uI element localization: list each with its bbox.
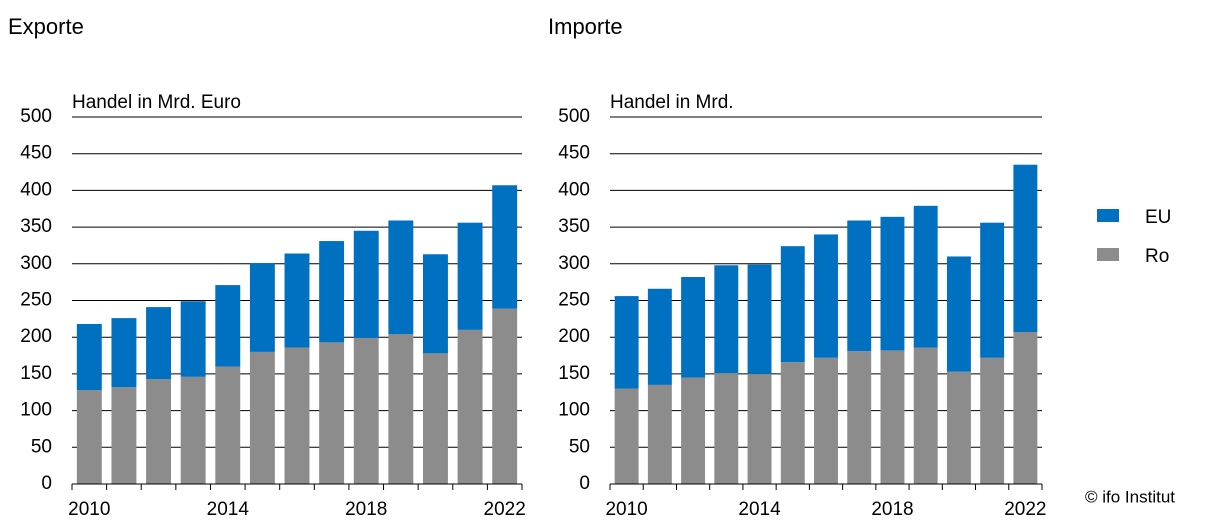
- bar-segment: [319, 342, 345, 484]
- bar-segment: [353, 337, 379, 484]
- x-tick-label: 2014: [738, 499, 781, 520]
- bar-segment: [714, 265, 739, 374]
- bar-segment: [423, 254, 448, 354]
- bar-segment: [284, 347, 310, 484]
- bar-segment: [457, 329, 483, 484]
- x-tick-label: 2010: [605, 499, 647, 520]
- bar-segment: [215, 366, 241, 484]
- bar-segment: [423, 353, 448, 484]
- bar-segment: [111, 387, 137, 484]
- bar-segment: [284, 253, 310, 348]
- y-tick-label: 400: [558, 179, 590, 200]
- y-tick-label: 200: [558, 326, 590, 347]
- bar-segment: [353, 230, 379, 338]
- bar-segment: [1013, 164, 1038, 333]
- y-tick-label: 500: [20, 106, 52, 127]
- y-tick-label: 50: [31, 436, 52, 457]
- bar-segment: [319, 241, 345, 343]
- y-tick-label: 200: [20, 326, 52, 347]
- y-tick-label: 250: [20, 290, 52, 311]
- bar-segment: [814, 357, 838, 484]
- bar-segment: [647, 384, 672, 484]
- bar-segment: [847, 351, 872, 484]
- bar-segment: [681, 377, 706, 484]
- y-tick-label: 500: [558, 106, 590, 127]
- bar-segment: [388, 220, 414, 335]
- bar-segment: [111, 318, 137, 388]
- x-tick-label: 2014: [207, 499, 250, 520]
- bar-segment: [847, 220, 872, 352]
- y-tick-label: 100: [558, 400, 590, 421]
- bar-segment: [492, 185, 518, 309]
- y-tick-label: 100: [20, 400, 52, 421]
- y-tick-label: 300: [20, 253, 52, 274]
- y-tick-label: 300: [558, 253, 590, 274]
- bar-segment: [249, 351, 275, 484]
- chart-title: Exporte: [8, 14, 84, 39]
- bar-segment: [814, 234, 838, 358]
- x-tick-label: 2022: [484, 499, 526, 520]
- y-tick-label: 150: [558, 363, 590, 384]
- bar-segment: [681, 277, 706, 378]
- bar-segment: [76, 323, 102, 391]
- bar-segment: [747, 264, 772, 374]
- y-tick-label: 450: [558, 143, 590, 164]
- bar-segment: [913, 347, 938, 484]
- bar-segment: [492, 308, 518, 484]
- bar-segment: [180, 376, 206, 484]
- y-tick-label: 350: [558, 216, 590, 237]
- bar-segment: [457, 222, 483, 330]
- legend-swatch: [1097, 209, 1119, 222]
- x-tick-label: 2022: [1004, 499, 1046, 520]
- bar-segment: [614, 296, 639, 389]
- axis-label: Handel in Mrd.: [610, 92, 734, 113]
- bar-segment: [980, 357, 1005, 484]
- bar-segment: [780, 246, 805, 363]
- y-tick-label: 0: [41, 473, 52, 494]
- bar-segment: [1013, 332, 1038, 484]
- bar-segment: [249, 263, 275, 352]
- y-tick-label: 50: [569, 436, 590, 457]
- bar-segment: [880, 216, 905, 351]
- y-tick-label: 0: [579, 473, 590, 494]
- y-tick-label: 150: [20, 363, 52, 384]
- bar-segment: [647, 288, 672, 385]
- bar-segment: [980, 222, 1005, 358]
- bar-segment: [180, 301, 206, 377]
- y-tick-label: 400: [20, 179, 52, 200]
- legend-label: EU: [1145, 207, 1171, 228]
- bar-segment: [614, 388, 639, 484]
- bar-segment: [714, 373, 739, 484]
- x-tick-label: 2018: [345, 499, 387, 520]
- bar-segment: [780, 362, 805, 484]
- legend-label: Ro: [1145, 246, 1169, 267]
- bar-segment: [146, 307, 171, 380]
- bar-segment: [880, 350, 905, 484]
- x-tick-label: 2018: [871, 499, 913, 520]
- bar-segment: [946, 256, 971, 372]
- bar-segment: [946, 371, 971, 484]
- credit: © ifo Institut: [1085, 487, 1175, 506]
- bar-segment: [76, 390, 102, 484]
- x-tick-label: 2010: [68, 499, 110, 520]
- chart-title: Importe: [548, 14, 623, 39]
- axis-label: Handel in Mrd. Euro: [72, 92, 241, 113]
- bar-segment: [146, 379, 171, 484]
- y-tick-label: 250: [558, 290, 590, 311]
- bar-segment: [215, 285, 241, 367]
- legend-swatch: [1097, 248, 1119, 261]
- bar-segment: [388, 334, 414, 484]
- bar-segment: [747, 373, 772, 484]
- y-tick-label: 450: [20, 143, 52, 164]
- bar-segment: [913, 205, 938, 348]
- y-tick-label: 350: [20, 216, 52, 237]
